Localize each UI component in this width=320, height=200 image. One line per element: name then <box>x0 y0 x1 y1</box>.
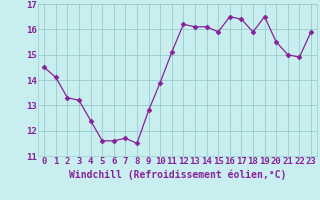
X-axis label: Windchill (Refroidissement éolien,°C): Windchill (Refroidissement éolien,°C) <box>69 169 286 180</box>
